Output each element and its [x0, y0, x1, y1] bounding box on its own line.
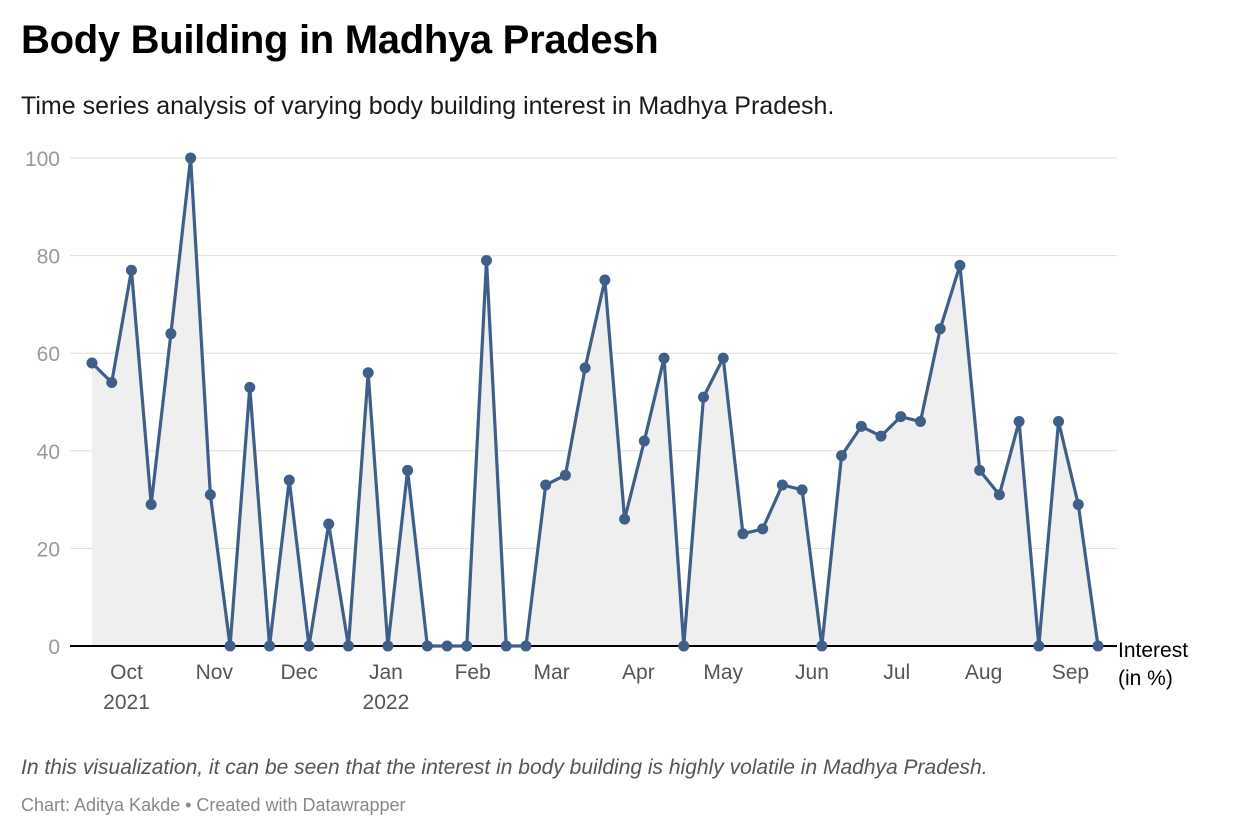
data-point: [461, 640, 473, 652]
y-tick-label: 20: [37, 538, 60, 561]
data-point: [776, 479, 788, 491]
data-point: [717, 352, 729, 364]
y-tick-label: 80: [37, 246, 60, 269]
data-point: [303, 640, 315, 652]
data-point: [914, 416, 926, 428]
x-tick-label: Jan: [369, 661, 403, 684]
data-point: [362, 367, 374, 379]
data-point: [855, 420, 867, 432]
data-point: [86, 357, 98, 369]
data-point: [974, 464, 986, 476]
data-point: [264, 640, 276, 652]
data-point: [895, 411, 907, 423]
data-point: [796, 484, 808, 496]
data-point: [441, 640, 453, 652]
data-point: [816, 640, 828, 652]
x-tick-label: Jun: [795, 661, 829, 684]
credit-tool: Created with Datawrapper: [196, 795, 406, 815]
axis-unit-label: (in %): [1118, 667, 1173, 690]
credit-author: Aditya Kakde: [74, 795, 181, 815]
data-point: [559, 469, 571, 481]
data-point: [1053, 416, 1065, 428]
data-point: [204, 489, 216, 501]
data-point: [244, 381, 256, 393]
data-point: [934, 323, 946, 335]
data-point: [165, 328, 177, 340]
data-point: [1092, 640, 1104, 652]
chart-note: In this visualization, it can be seen th…: [21, 756, 988, 779]
x-tick-year-label: 2021: [103, 691, 150, 714]
chart-credit: Chart: Aditya Kakde • Created with Dataw…: [21, 795, 406, 816]
data-point: [993, 489, 1005, 501]
x-tick-label: May: [703, 661, 743, 684]
x-tick-year-label: 2022: [363, 691, 410, 714]
x-tick-label: Nov: [196, 661, 234, 684]
data-point: [382, 640, 394, 652]
data-point: [185, 152, 197, 164]
x-tick-label: Aug: [965, 661, 1002, 684]
chart-subtitle: Time series analysis of varying body bui…: [21, 92, 835, 120]
data-point: [1072, 498, 1084, 510]
data-point: [125, 264, 137, 276]
data-point: [678, 640, 690, 652]
data-point: [283, 474, 295, 486]
x-tick-label: Dec: [280, 661, 317, 684]
data-point: [1013, 416, 1025, 428]
chart-title: Body Building in Madhya Pradesh: [21, 18, 659, 62]
data-point: [342, 640, 354, 652]
credit-separator: •: [180, 795, 197, 815]
data-point: [540, 479, 552, 491]
data-point: [658, 352, 670, 364]
y-tick-label: 60: [37, 343, 60, 366]
data-point: [323, 518, 335, 530]
data-point: [106, 376, 118, 388]
area-fill: [92, 158, 1098, 646]
data-point: [224, 640, 236, 652]
axis-unit-label: Interest: [1118, 639, 1188, 662]
data-point: [599, 274, 611, 286]
data-point: [481, 254, 493, 266]
y-tick-label: 100: [25, 148, 60, 171]
credit-prefix: Chart:: [21, 795, 75, 815]
x-tick-label: Sep: [1052, 661, 1089, 684]
x-tick-label: Jul: [883, 661, 910, 684]
data-point: [697, 391, 709, 403]
data-point: [875, 430, 887, 442]
data-point: [579, 362, 591, 374]
x-tick-label: Mar: [534, 661, 570, 684]
x-tick-label: Feb: [455, 661, 491, 684]
series-line: [90, 156, 1100, 648]
data-point: [836, 450, 848, 462]
data-point: [737, 528, 749, 540]
x-tick-label: Oct: [110, 661, 143, 684]
data-point: [500, 640, 512, 652]
data-point: [619, 513, 631, 525]
data-point: [402, 464, 414, 476]
y-tick-label: 40: [37, 441, 60, 464]
data-point: [954, 259, 966, 271]
data-point: [145, 498, 157, 510]
line-chart: 0 20 40 60 80 100 Oct 2021 Nov Dec Jan 2022 Feb Mar Ap…: [25, 148, 1188, 714]
x-tick-label: Apr: [622, 661, 655, 684]
y-tick-label: 0: [48, 636, 60, 659]
data-point: [421, 640, 433, 652]
data-point: [757, 523, 769, 535]
data-point: [638, 435, 650, 447]
data-point: [520, 640, 532, 652]
data-point: [1033, 640, 1045, 652]
